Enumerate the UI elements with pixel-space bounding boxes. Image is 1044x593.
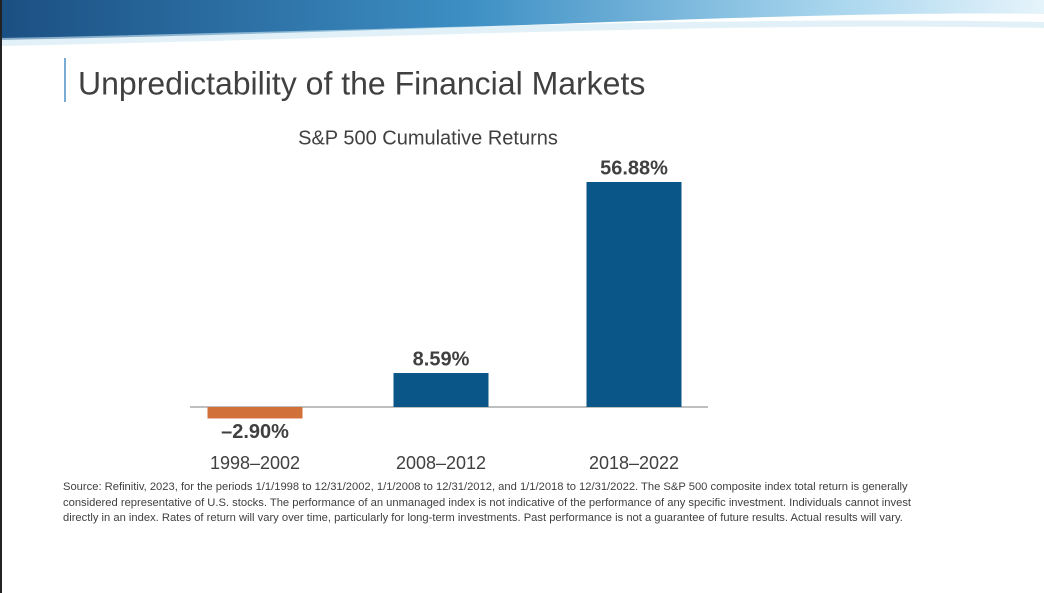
header-band (0, 0, 1044, 40)
source-note: Source: Refinitiv, 2023, for the periods… (63, 481, 912, 524)
value-label: –2.90% (221, 421, 289, 443)
value-label: 56.88% (600, 157, 668, 179)
x-tick-label: 2018–2022 (589, 453, 679, 473)
value-label: 8.59% (413, 348, 470, 370)
bar (586, 182, 682, 407)
slide-title: Unpredictability of the Financial Market… (78, 65, 645, 101)
x-tick-label: 2008–2012 (396, 453, 486, 473)
x-tick-label: 1998–2002 (210, 453, 300, 473)
header-wave (0, 20, 1044, 46)
chart-title: S&P 500 Cumulative Returns (298, 127, 558, 149)
bar (393, 373, 489, 407)
bar (207, 407, 303, 419)
